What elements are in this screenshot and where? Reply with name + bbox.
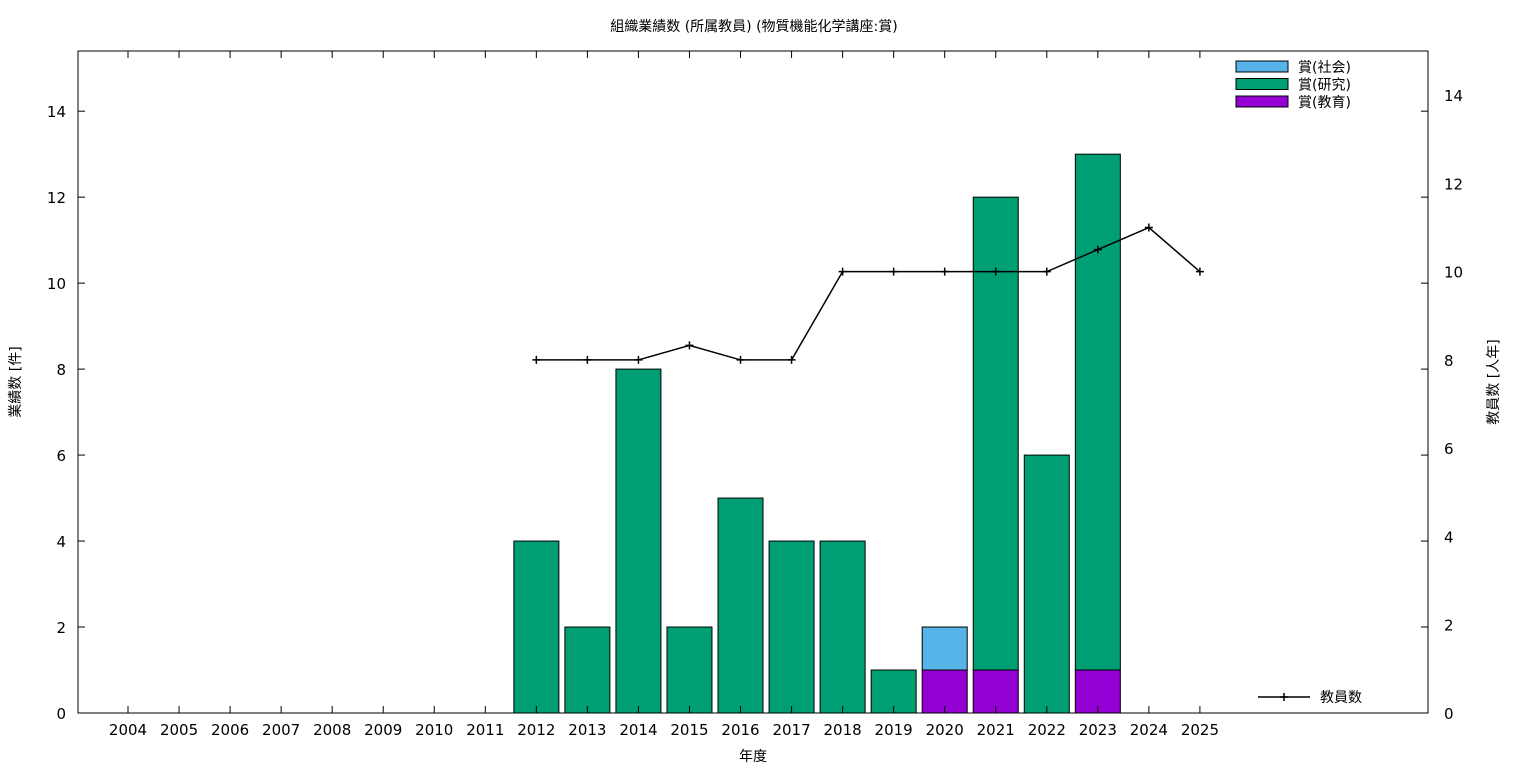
plot-area xyxy=(513,153,1204,714)
x-tick-label: 2016 xyxy=(721,721,759,739)
x-tick-label: 2019 xyxy=(875,721,913,739)
bar-2023-賞(研究) xyxy=(1074,153,1121,671)
line-point-2014 xyxy=(634,355,643,364)
line-point-2016 xyxy=(736,355,745,364)
x-tick-label: 2017 xyxy=(772,721,810,739)
y-tick-label: 8 xyxy=(56,361,66,379)
x-tick-label: 2008 xyxy=(313,721,351,739)
legend-label: 賞(教育) xyxy=(1298,95,1351,111)
bar-2013-賞(研究) xyxy=(564,626,611,714)
y-tick-label: 14 xyxy=(47,103,66,121)
legend-label: 賞(社会) xyxy=(1298,60,1351,76)
legend-swatch xyxy=(1235,78,1289,90)
line-point-2015 xyxy=(685,341,694,350)
x-tick-label: 2005 xyxy=(160,721,198,739)
y-tick-label: 2 xyxy=(56,619,66,637)
y-tick-label: 6 xyxy=(56,447,66,465)
plot-border xyxy=(77,50,1429,714)
x-axis-label: 年度 xyxy=(739,749,767,765)
x-tick-label: 2014 xyxy=(619,721,657,739)
legend-label: 賞(研究) xyxy=(1298,78,1351,94)
line-point-2021 xyxy=(991,267,1000,276)
y2-tick-label: 4 xyxy=(1444,528,1454,546)
x-tick-label: 2010 xyxy=(415,721,453,739)
bar-2019-賞(研究) xyxy=(870,669,917,714)
x-tick-label: 2004 xyxy=(109,721,147,739)
x-tick-label: 2020 xyxy=(926,721,964,739)
bar-2020-賞(教育) xyxy=(921,669,968,714)
y2-tick-label: 0 xyxy=(1444,705,1454,723)
bar-2020-賞(社会) xyxy=(921,626,968,671)
bar-2017-賞(研究) xyxy=(768,540,815,714)
line-point-2018 xyxy=(838,267,847,276)
y2-tick-label: 14 xyxy=(1444,87,1463,105)
y2-tick-label: 8 xyxy=(1444,352,1454,370)
line-point-2013 xyxy=(583,355,592,364)
bar-2016-賞(研究) xyxy=(717,497,764,714)
x-tick-label: 2018 xyxy=(824,721,862,739)
line-legend-label: 教員数 xyxy=(1320,690,1362,706)
line-point-2025 xyxy=(1195,267,1204,276)
line-point-2023 xyxy=(1093,245,1102,254)
bar-2015-賞(研究) xyxy=(666,626,713,714)
y2-tick-label: 2 xyxy=(1444,617,1454,635)
line-legend-marker xyxy=(1280,693,1288,701)
x-tick-label: 2012 xyxy=(517,721,555,739)
x-tick-label: 2009 xyxy=(364,721,402,739)
y2-tick-label: 12 xyxy=(1444,175,1463,193)
x-tick-label: 2007 xyxy=(262,721,300,739)
line-point-2024 xyxy=(1144,223,1153,232)
y2-axis-label: 教員数 [人年] xyxy=(1486,339,1502,424)
axis-ticks: 0 2 4 6 8 10 12 14 0 2 4 6 8 10 12 14 2004 2005 2006 2007 20… xyxy=(47,51,1463,739)
line-point-2019 xyxy=(889,267,898,276)
line-point-2020 xyxy=(940,267,949,276)
bar-2018-賞(研究) xyxy=(819,540,866,714)
y-tick-label: 0 xyxy=(56,705,66,723)
x-tick-label: 2024 xyxy=(1130,721,1168,739)
y2-tick-label: 6 xyxy=(1444,440,1454,458)
x-tick-label: 2006 xyxy=(211,721,249,739)
x-tick-label: 2013 xyxy=(568,721,606,739)
x-tick-label: 2021 xyxy=(977,721,1015,739)
y-axis-label: 業績数 [件] xyxy=(8,346,24,417)
y-tick-label: 12 xyxy=(47,189,66,207)
legend: 賞(社会) 賞(研究)賞(教育) 教員数 xyxy=(1235,60,1362,706)
x-tick-label: 2011 xyxy=(466,721,504,739)
bar-2014-賞(研究) xyxy=(615,368,662,714)
x-tick-label: 2015 xyxy=(670,721,708,739)
y2-tick-label: 10 xyxy=(1444,264,1463,282)
y-tick-label: 4 xyxy=(56,533,66,551)
bar-2022-賞(研究) xyxy=(1023,454,1070,714)
bar-2012-賞(研究) xyxy=(513,540,560,714)
x-tick-label: 2023 xyxy=(1079,721,1117,739)
x-tick-label: 2022 xyxy=(1028,721,1066,739)
x-tick-label: 2025 xyxy=(1181,721,1219,739)
line-point-2022 xyxy=(1042,267,1051,276)
line-point-2017 xyxy=(787,355,796,364)
chart-title: 組織業績数 (所属教員) (物質機能化学講座:賞) xyxy=(610,19,897,35)
bar-2021-賞(研究) xyxy=(972,196,1019,671)
legend-swatch xyxy=(1235,60,1289,73)
line-point-2012 xyxy=(532,355,541,364)
y-tick-label: 10 xyxy=(47,275,66,293)
legend-swatch xyxy=(1235,95,1289,108)
line-series-faculty xyxy=(536,226,1201,361)
